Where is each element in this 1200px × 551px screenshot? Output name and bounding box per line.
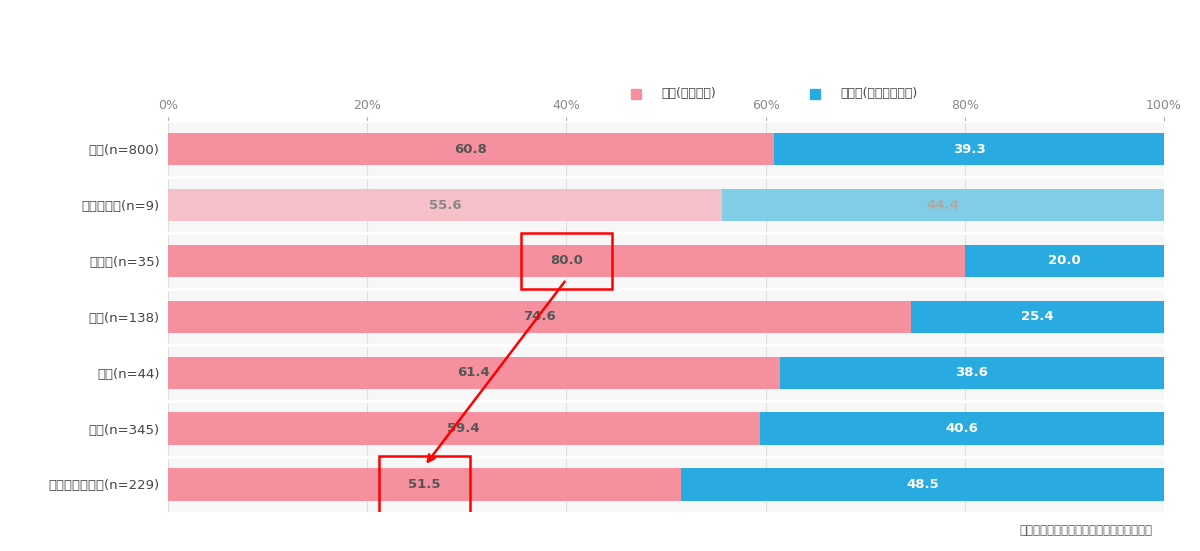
- Text: 51.5: 51.5: [408, 478, 440, 491]
- Text: はい(良かった): はい(良かった): [661, 88, 715, 100]
- Text: Q. 管理職になって良かったと感じるか？(SA): Q. 管理職になって良かったと感じるか？(SA): [452, 26, 748, 46]
- Bar: [680, 468, 1164, 501]
- Text: 61.4: 61.4: [457, 366, 490, 379]
- Text: 38.6: 38.6: [955, 366, 989, 379]
- Text: 59.4: 59.4: [448, 422, 480, 435]
- Bar: [168, 412, 760, 445]
- Text: 20.0: 20.0: [1048, 255, 1081, 267]
- Text: 55.6: 55.6: [428, 198, 461, 212]
- Bar: [760, 412, 1164, 445]
- Bar: [168, 245, 965, 277]
- Bar: [168, 356, 780, 389]
- Bar: [721, 189, 1164, 222]
- Bar: [168, 468, 680, 501]
- Bar: [911, 301, 1164, 333]
- Bar: [168, 133, 774, 165]
- Text: 25.4: 25.4: [1021, 310, 1054, 323]
- Text: 60.8: 60.8: [455, 143, 487, 156]
- Bar: [965, 245, 1164, 277]
- Bar: [780, 356, 1164, 389]
- Text: 39.3: 39.3: [953, 143, 985, 156]
- Text: いいえ(良くなかった): いいえ(良くなかった): [840, 88, 918, 100]
- Bar: [774, 133, 1165, 165]
- Text: 74.6: 74.6: [523, 310, 556, 323]
- Text: 44.4: 44.4: [926, 198, 959, 212]
- Text: 48.5: 48.5: [906, 478, 938, 491]
- Text: マイナビ転職「管理職の悩みと実態調査」: マイナビ転職「管理職の悩みと実態調査」: [1019, 524, 1152, 537]
- Bar: [168, 189, 721, 222]
- Text: 80.0: 80.0: [550, 255, 583, 267]
- Bar: [168, 301, 911, 333]
- Text: 40.6: 40.6: [946, 422, 978, 435]
